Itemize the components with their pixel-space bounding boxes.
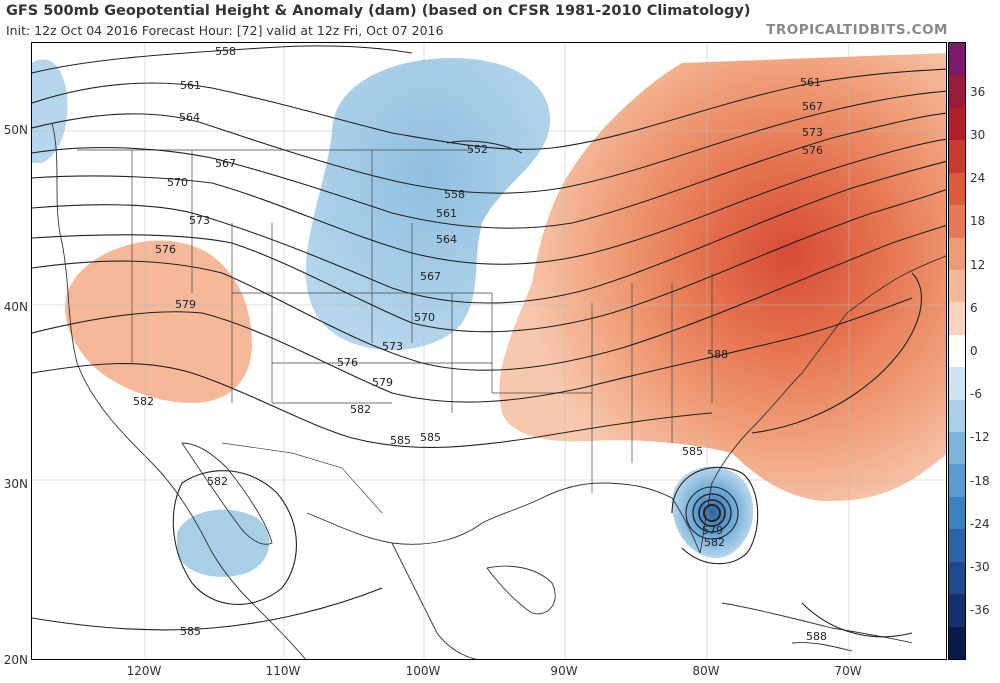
map-title: GFS 500mb Geopotential Height & Anomaly … (6, 3, 751, 19)
map-subtitle: Init: 12z Oct 04 2016 Forecast Hour: [72… (6, 23, 444, 38)
contour-label: 585 (420, 431, 441, 444)
contour-label: 573 (802, 126, 823, 139)
contour-label: 573 (189, 214, 210, 227)
colorbar-segment (949, 496, 965, 530)
contour-label: 579 (175, 298, 196, 311)
contour-label: 579 (702, 524, 723, 537)
colorbar-label: -30 (970, 560, 990, 575)
cold-anomaly-central (305, 58, 551, 351)
colorbar-segment (949, 367, 965, 401)
graticule (32, 43, 946, 659)
colorbar-segment (949, 334, 965, 368)
warm-anomaly-east (499, 53, 946, 502)
colorbar-segment (949, 43, 965, 76)
colorbar-segment (949, 75, 965, 109)
colorbar-segment (949, 269, 965, 303)
contour-label: 585 (390, 434, 411, 447)
contour-label: 576 (802, 144, 823, 157)
colorbar-label: 12 (970, 257, 986, 272)
colorbar-label: -6 (970, 387, 982, 402)
contour-label: 558 (215, 45, 236, 58)
borders (77, 149, 713, 514)
lat-tick: 20N (3, 653, 28, 667)
colorbar-label: -36 (970, 603, 990, 618)
colorbar-segment (949, 107, 965, 141)
lat-tick: 50N (3, 123, 28, 137)
colorbar-segment (949, 399, 965, 433)
contour-label: 576 (337, 356, 358, 369)
contour-label: 567 (215, 157, 236, 170)
lat-tick: 40N (3, 300, 28, 314)
contour-labels: 558 561 564 567 570 573 576 579 582 585 … (133, 45, 827, 643)
contour-label: 558 (444, 188, 465, 201)
colorbar-segment (949, 529, 965, 563)
colorbar-segment (949, 237, 965, 271)
colorbar-label: -18 (970, 473, 990, 488)
colorbar-segment (949, 561, 965, 595)
anomaly-colorbar (948, 42, 966, 660)
contour-label: 570 (167, 176, 188, 189)
colorbar-segment (949, 626, 965, 660)
colorbar-label: 24 (970, 171, 986, 186)
colorbar-segment (949, 594, 965, 628)
height-contours (32, 45, 946, 638)
coastlines (51, 122, 946, 659)
contour-label: 567 (420, 270, 441, 283)
cold-anomaly-northwest (32, 59, 68, 163)
contour-label: 570 (414, 311, 435, 324)
colorbar-label: 6 (970, 300, 978, 315)
contour-label: 582 (704, 536, 725, 549)
contour-label: 573 (382, 340, 403, 353)
contour-label: 564 (179, 111, 200, 124)
lon-tick: 90W (550, 664, 578, 678)
colorbar-label: 0 (970, 344, 978, 358)
contour-label: 576 (155, 243, 176, 256)
lon-tick: 80W (692, 664, 720, 678)
lon-tick: 110W (265, 664, 301, 678)
colorbar-segment (949, 432, 965, 465)
contour-label: 552 (467, 143, 488, 156)
contour-label: 561 (800, 76, 821, 89)
weather-map: 558 561 564 567 570 573 576 579 582 585 … (31, 42, 947, 660)
contour-label: 567 (802, 100, 823, 113)
contour-label: 561 (180, 79, 201, 92)
colorbar-segment (949, 464, 965, 498)
colorbar-label: 36 (970, 84, 986, 99)
contour-label: 588 (806, 630, 827, 643)
warm-anomaly-west (65, 240, 252, 403)
lon-tick: 100W (405, 664, 441, 678)
colorbar-segment (949, 172, 965, 206)
colorbar-segment (949, 205, 965, 238)
contour-label: 588 (707, 348, 728, 361)
lon-tick: 70W (834, 664, 862, 678)
colorbar-label: -12 (970, 430, 990, 445)
contour-label: 564 (436, 233, 457, 246)
colorbar-label: -24 (970, 516, 990, 531)
lat-tick: 30N (3, 477, 28, 491)
lon-tick: 120W (126, 664, 162, 678)
colorbar-label: 30 (970, 127, 986, 142)
site-credit[interactable]: TROPICALTIDBITS.COM (766, 22, 948, 38)
contour-label: 579 (372, 376, 393, 389)
cold-anomaly-baja (177, 509, 270, 577)
contour-label: 561 (436, 207, 457, 220)
contour-label: 582 (350, 403, 371, 416)
contour-label: 585 (682, 445, 703, 458)
colorbar-label: 18 (970, 214, 986, 229)
map-svg: 558 561 564 567 570 573 576 579 582 585 … (32, 43, 946, 659)
contour-label: 582 (133, 395, 154, 408)
contour-label: 585 (180, 625, 201, 638)
colorbar-segment (949, 302, 965, 336)
contour-label: 582 (207, 475, 228, 488)
colorbar-segment (949, 140, 965, 174)
